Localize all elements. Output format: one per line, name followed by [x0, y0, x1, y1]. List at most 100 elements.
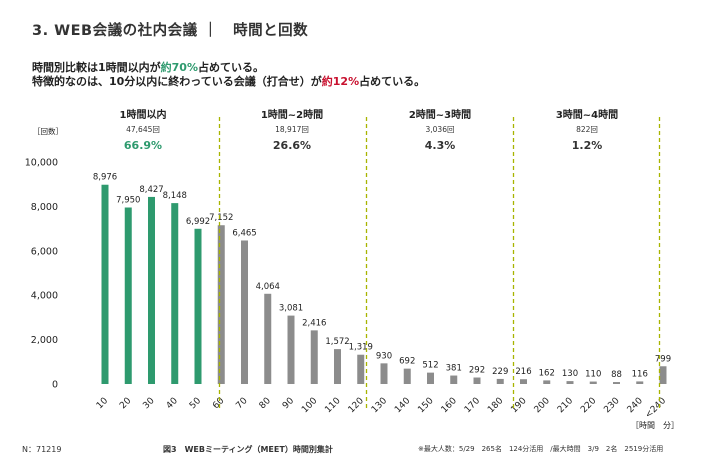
group-count: 18,917回 — [275, 125, 309, 134]
x-tick-label: 20 — [118, 396, 133, 411]
x-tick-label: 70 — [234, 396, 249, 411]
group-label: 1時間以内 — [120, 108, 167, 121]
x-tick-label: 200 — [533, 396, 552, 415]
bar — [357, 354, 365, 384]
summary-line-2-text: 特徴的なのは、10分以内に終わっている会議（打合せ）が — [32, 75, 322, 88]
summary-line-1-highlight: 約70% — [160, 61, 198, 74]
bar-value-label: 8,427 — [139, 185, 163, 195]
bar — [194, 228, 202, 384]
x-tick-label: <240 — [644, 396, 669, 421]
bar-value-label: 381 — [446, 364, 462, 374]
bar-value-label: 7,950 — [116, 196, 140, 206]
summary-line-2: 特徴的なのは、10分以内に終わっている会議（打合せ）が約12%占めている。 — [32, 73, 425, 89]
summary-line-1-tail: 占めている。 — [198, 61, 264, 74]
x-tick-label: 220 — [579, 396, 598, 415]
bar — [589, 381, 597, 384]
bar — [124, 207, 132, 384]
bar-value-label: 8,148 — [163, 191, 187, 201]
bar — [636, 381, 644, 384]
bar-value-label: 2,416 — [302, 318, 326, 328]
summary-line-2-tail: 占めている。 — [359, 75, 426, 88]
group-percent: 4.3% — [425, 139, 456, 152]
y-tick-label: 4,000 — [31, 291, 58, 302]
x-tick-label: 110 — [323, 396, 342, 415]
bar-value-label: 88 — [611, 370, 622, 380]
x-axis-label: ［時間 分］ — [631, 421, 679, 430]
group-percent: 66.9% — [124, 139, 162, 152]
bar — [171, 203, 179, 384]
y-tick-label: 6,000 — [31, 246, 58, 257]
bar-value-label: 692 — [399, 357, 415, 367]
bar — [403, 368, 411, 384]
bar-chart: 0 2,000 4,000 6,000 8,000 10,000 ［回数］ 8,976 10 7,… — [25, 108, 679, 430]
bar — [496, 378, 504, 384]
bar — [241, 240, 248, 384]
summary-line-1: 時間別比較は1時間以内が約70%占めている。 — [32, 59, 264, 75]
bar-value-label: 3,081 — [279, 304, 303, 314]
bar — [287, 315, 295, 384]
x-tick-label: 80 — [258, 396, 273, 411]
group-label: 1時間~2時間 — [261, 108, 323, 121]
footnote: ※最大人数：5/29 265名 124分活用 /最大時間 3/9 2名 2519… — [418, 445, 664, 453]
bar — [264, 293, 272, 384]
bar-value-label: 7,152 — [209, 213, 233, 223]
summary-line-1-text: 時間別比較は1時間以内が — [32, 61, 161, 74]
bar — [450, 375, 458, 384]
x-tick-label: 130 — [370, 396, 389, 415]
bar-value-label: 130 — [562, 369, 578, 379]
bar-value-label: 162 — [539, 368, 555, 378]
y-tick-label: 2,000 — [31, 335, 58, 346]
bar — [427, 372, 434, 384]
bar — [473, 377, 481, 384]
bar-value-label: 6,465 — [232, 228, 256, 238]
bar — [310, 330, 318, 384]
bar — [148, 196, 155, 384]
summary-line-2-highlight: 約12% — [321, 75, 360, 88]
x-tick-label: 160 — [440, 396, 459, 415]
bar-value-label: 216 — [515, 367, 531, 377]
bar-value-label: 1,572 — [325, 337, 349, 347]
y-tick-label: 8,000 — [31, 202, 58, 213]
bar-value-label: 292 — [469, 366, 485, 376]
group-count: 3,036回 — [426, 125, 455, 134]
y-tick-label: 10,000 — [25, 158, 58, 169]
bar-value-label: 512 — [422, 361, 438, 371]
bar — [613, 382, 620, 384]
page-title: 3. WEB会議の社内会議 ｜ 時間と回数 — [32, 23, 309, 39]
group-count: 47,645回 — [126, 125, 160, 134]
bar-value-label: 930 — [376, 351, 392, 361]
x-tick-label: 230 — [602, 396, 621, 415]
bar — [101, 184, 109, 384]
x-tick-label: 90 — [281, 396, 296, 411]
figure-caption: 図3 WEBミーティング（MEET）時間別集計 — [163, 445, 333, 454]
group-percent: 1.2% — [572, 139, 603, 152]
group-label: 2時間~3時間 — [409, 108, 471, 121]
bar-value-label: 116 — [632, 369, 648, 379]
x-tick-label: 100 — [300, 396, 319, 415]
x-tick-label: 50 — [188, 396, 203, 411]
x-tick-label: 240 — [626, 396, 645, 415]
bar-value-label: 8,976 — [93, 173, 117, 183]
bar — [380, 363, 388, 384]
bar-value-label: 4,064 — [256, 282, 280, 292]
bar-value-label: 6,992 — [186, 217, 210, 227]
x-tick-label: 210 — [556, 396, 575, 415]
bar — [217, 225, 225, 384]
bar-value-label: 229 — [492, 367, 508, 377]
x-tick-label: 140 — [393, 396, 412, 415]
bar — [659, 366, 667, 384]
x-tick-label: 40 — [165, 396, 180, 411]
x-tick-label: 30 — [141, 396, 156, 411]
group-count: 822回 — [576, 125, 598, 134]
x-tick-label: 190 — [509, 396, 528, 415]
y-tick-label: 0 — [52, 380, 58, 391]
y-axis-label: ［回数］ — [33, 126, 63, 136]
x-tick-label: 120 — [347, 396, 366, 415]
x-tick-label: 150 — [416, 396, 435, 415]
bar-value-label: 799 — [655, 354, 671, 364]
sample-size-note: N：71219 — [22, 445, 62, 454]
group-label: 3時間~4時間 — [556, 108, 618, 121]
bar-value-label: 1,319 — [349, 343, 373, 353]
x-tick-label: 10 — [95, 396, 110, 411]
x-tick-label: 180 — [486, 396, 505, 415]
